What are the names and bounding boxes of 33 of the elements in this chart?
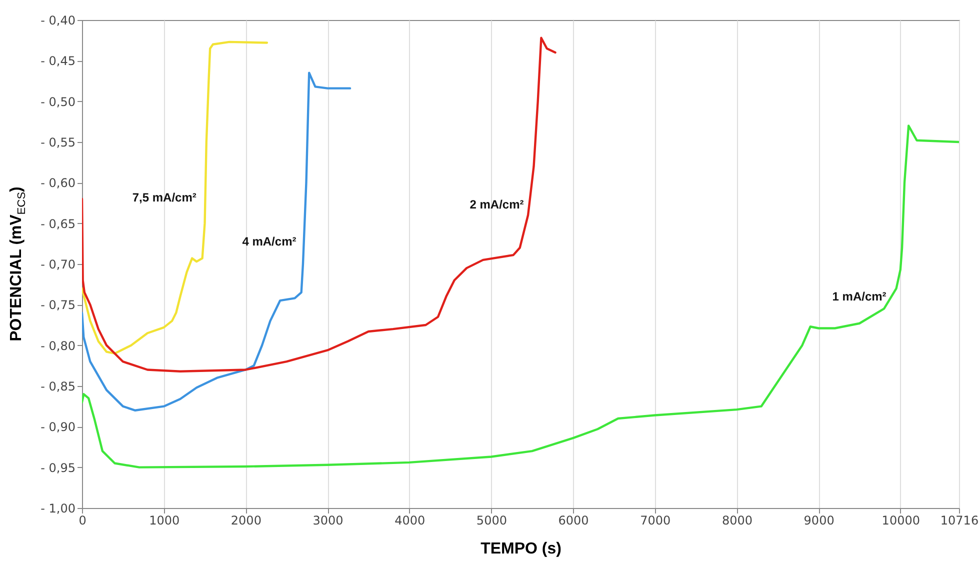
x-tick-label: 6000 [558, 514, 589, 528]
x-tick-label: 1000 [149, 514, 180, 528]
series-label: 2 mA/cm² [470, 198, 524, 212]
series-label: 7,5 mA/cm² [132, 190, 196, 205]
y-tick-label: - 0,55 [40, 136, 76, 150]
y-tick-label: - 0,65 [40, 216, 76, 231]
y-tick-label: - 0,95 [40, 460, 76, 475]
x-tick-label: 8000 [722, 514, 752, 528]
series-label: 4 mA/cm² [242, 234, 296, 249]
line-series [82, 72, 352, 412]
series-label: 1 mA/cm² [832, 290, 886, 304]
x-tick-label: 2000 [230, 514, 262, 528]
line-series [82, 36, 556, 372]
y-tick-label: - 1,00 [40, 502, 76, 516]
x-tick-label: 4000 [394, 514, 426, 528]
x-axis-title: TEMPO (s) [480, 540, 562, 558]
y-tick-label: - 0,45 [40, 54, 76, 68]
x-tick-label: 3000 [312, 514, 344, 528]
x-tick-label: 10000 [882, 514, 920, 528]
line-series [82, 124, 959, 468]
x-tick-label: 5000 [476, 514, 507, 528]
x-tick-label: 0 [78, 514, 86, 528]
y-tick-label: - 0,80 [40, 338, 76, 353]
y-tick-label: - 0,50 [40, 94, 76, 109]
y-tick-label: - 0,60 [40, 176, 76, 190]
y-tick-label: - 0,70 [40, 258, 76, 272]
x-tick-label: 10716 [940, 514, 979, 528]
x-tick-label: 9000 [804, 514, 834, 528]
y-tick-label: - 0,75 [40, 298, 76, 312]
y-tick-label: - 0,85 [40, 380, 76, 394]
y-tick-label: - 0,40 [40, 14, 76, 28]
x-tick-label: 7000 [640, 514, 671, 528]
y-tick-label: - 0,90 [40, 420, 76, 434]
